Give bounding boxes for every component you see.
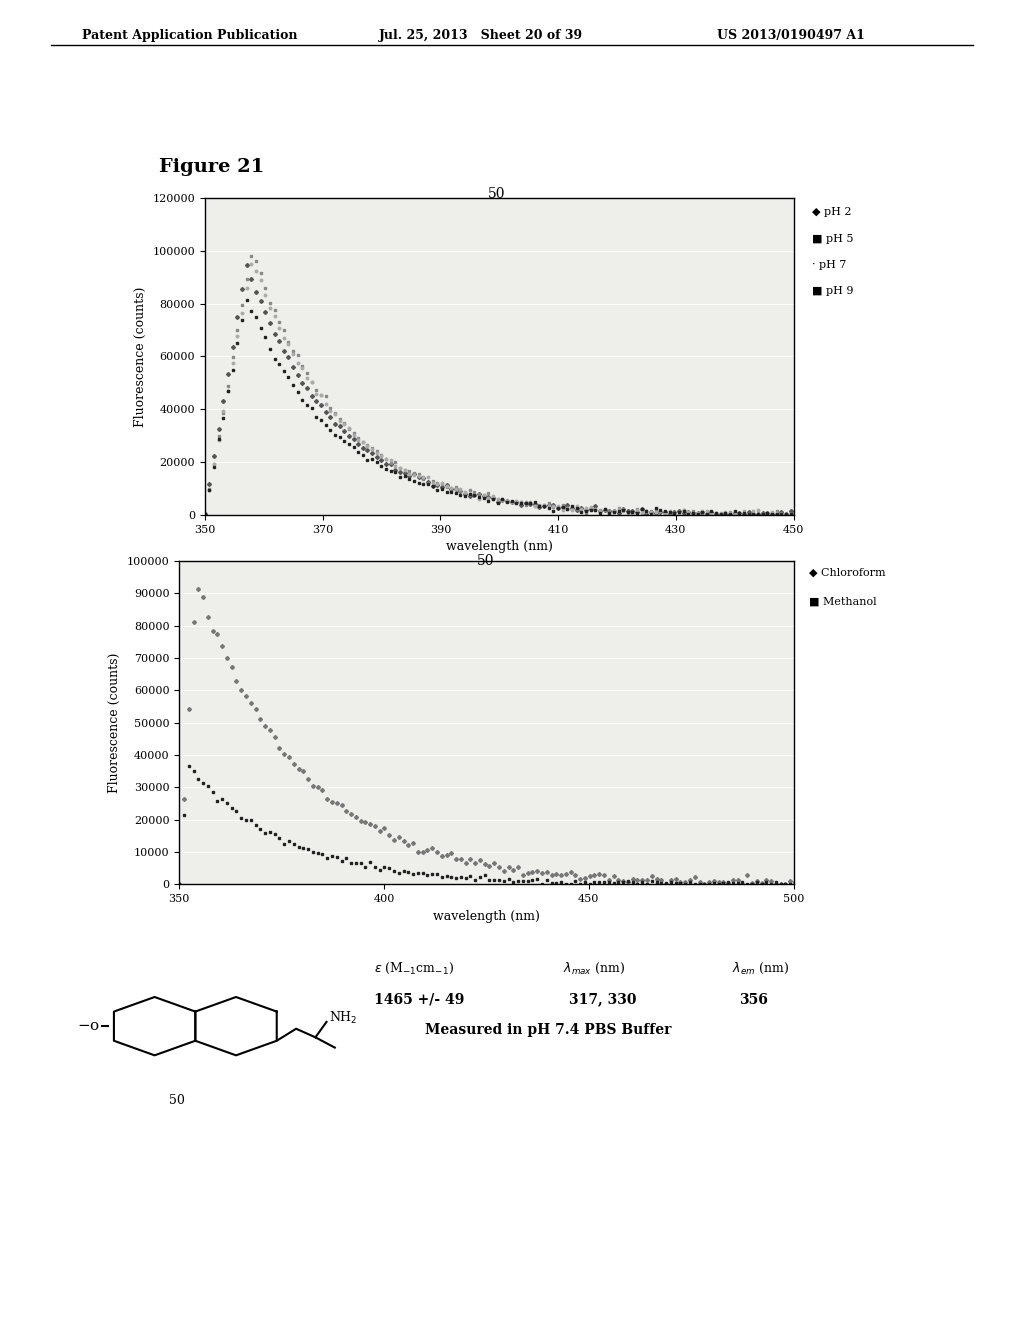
Y-axis label: Fluorescence (counts): Fluorescence (counts) bbox=[109, 652, 121, 793]
Y-axis label: Fluorescence (counts): Fluorescence (counts) bbox=[134, 286, 146, 426]
Text: $\lambda$$_{max}$ (nm): $\lambda$$_{max}$ (nm) bbox=[563, 961, 626, 977]
Text: Figure 21: Figure 21 bbox=[159, 158, 264, 177]
Text: 50: 50 bbox=[476, 554, 495, 569]
Text: 50: 50 bbox=[169, 1094, 184, 1106]
Text: 50: 50 bbox=[487, 187, 506, 202]
Text: Jul. 25, 2013   Sheet 20 of 39: Jul. 25, 2013 Sheet 20 of 39 bbox=[379, 29, 583, 42]
Text: $\lambda$$_{em}$ (nm): $\lambda$$_{em}$ (nm) bbox=[732, 961, 790, 977]
Text: $\varepsilon$ (M$_{-1}$cm$_{-1}$): $\varepsilon$ (M$_{-1}$cm$_{-1}$) bbox=[374, 961, 454, 977]
Text: Patent Application Publication: Patent Application Publication bbox=[82, 29, 297, 42]
Text: US 2013/0190497 A1: US 2013/0190497 A1 bbox=[717, 29, 864, 42]
Text: 356: 356 bbox=[739, 993, 768, 1007]
Text: ■ pH 5: ■ pH 5 bbox=[812, 234, 854, 244]
Text: NH$_2$: NH$_2$ bbox=[330, 1010, 357, 1027]
Text: · pH 7: · pH 7 bbox=[812, 260, 847, 271]
Text: 317, 330: 317, 330 bbox=[569, 993, 637, 1007]
Text: ◆ Chloroform: ◆ Chloroform bbox=[809, 568, 886, 578]
Text: ■ Methanol: ■ Methanol bbox=[809, 597, 877, 607]
Text: ◆ pH 2: ◆ pH 2 bbox=[812, 207, 852, 218]
Text: $-$o: $-$o bbox=[77, 1019, 100, 1034]
X-axis label: wavelength (nm): wavelength (nm) bbox=[445, 540, 553, 553]
Text: ■ pH 9: ■ pH 9 bbox=[812, 286, 854, 297]
X-axis label: wavelength (nm): wavelength (nm) bbox=[433, 909, 540, 923]
Text: 1465 +/- 49: 1465 +/- 49 bbox=[374, 993, 464, 1007]
Text: Measured in pH 7.4 PBS Buffer: Measured in pH 7.4 PBS Buffer bbox=[425, 1023, 672, 1038]
